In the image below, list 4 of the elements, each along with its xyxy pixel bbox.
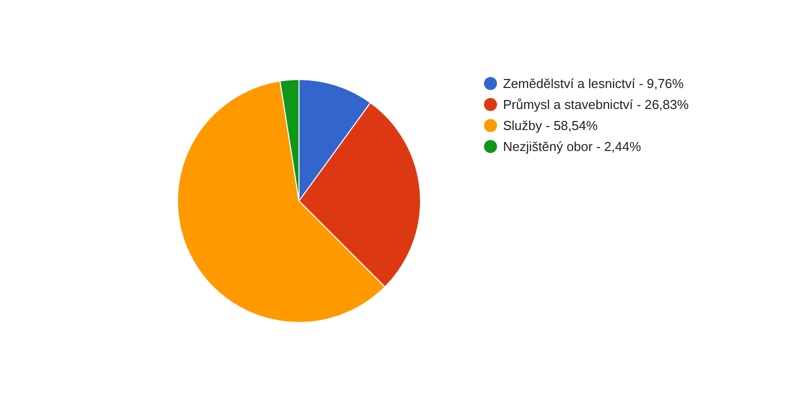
legend-label: Zemědělství a lesnictví - 9,76% [503, 76, 684, 91]
legend-label: Průmysl a stavebnictví - 26,83% [503, 97, 689, 112]
legend-label: Nezjištěný obor - 2,44% [503, 139, 642, 154]
legend-label: Služby - 58,54% [503, 118, 598, 133]
